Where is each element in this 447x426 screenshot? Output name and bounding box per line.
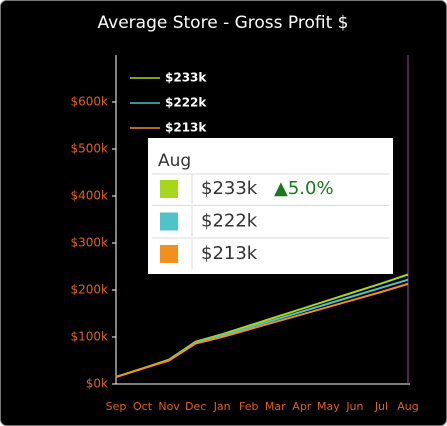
x-tick-label: Jun — [345, 400, 363, 413]
x-tick-label: Sep — [106, 400, 127, 413]
x-tick-label: Jan — [213, 400, 231, 413]
y-tick-label: $500k — [71, 142, 109, 156]
x-tick-label: Aug — [397, 400, 418, 413]
tooltip-change: ▲5.0% — [274, 178, 334, 199]
y-tick-label: $300k — [71, 236, 109, 250]
series-line — [115, 282, 409, 378]
tooltip-value: $233k — [201, 178, 258, 199]
x-tick-label: Apr — [292, 400, 312, 413]
chart-title: Average Store - Gross Profit $ — [98, 13, 349, 33]
x-tick-label: Jul — [374, 400, 388, 413]
x-tick-label: Dec — [185, 400, 206, 413]
tooltip-title: Aug — [158, 151, 191, 171]
x-tick-label: Mar — [265, 400, 286, 413]
y-tick-label: $0k — [86, 377, 108, 391]
x-tick-label: Feb — [239, 400, 258, 413]
legend-label: $233k — [165, 71, 207, 85]
tooltip-value: $222k — [201, 211, 258, 232]
legend-label: $213k — [165, 121, 207, 135]
y-tick-label: $200k — [71, 283, 109, 297]
y-tick-label: $400k — [71, 189, 109, 203]
x-tick-label: May — [317, 400, 340, 413]
x-tick-label: Nov — [158, 400, 180, 413]
y-tick-label: $600k — [71, 95, 109, 109]
x-tick-label: Oct — [133, 400, 153, 413]
tooltip-swatch — [160, 245, 178, 263]
y-tick-label: $100k — [71, 330, 109, 344]
tooltip-swatch — [160, 212, 178, 231]
tooltip-value: $213k — [201, 243, 258, 264]
tooltip-swatch — [160, 180, 178, 198]
legend-label: $222k — [165, 96, 207, 110]
